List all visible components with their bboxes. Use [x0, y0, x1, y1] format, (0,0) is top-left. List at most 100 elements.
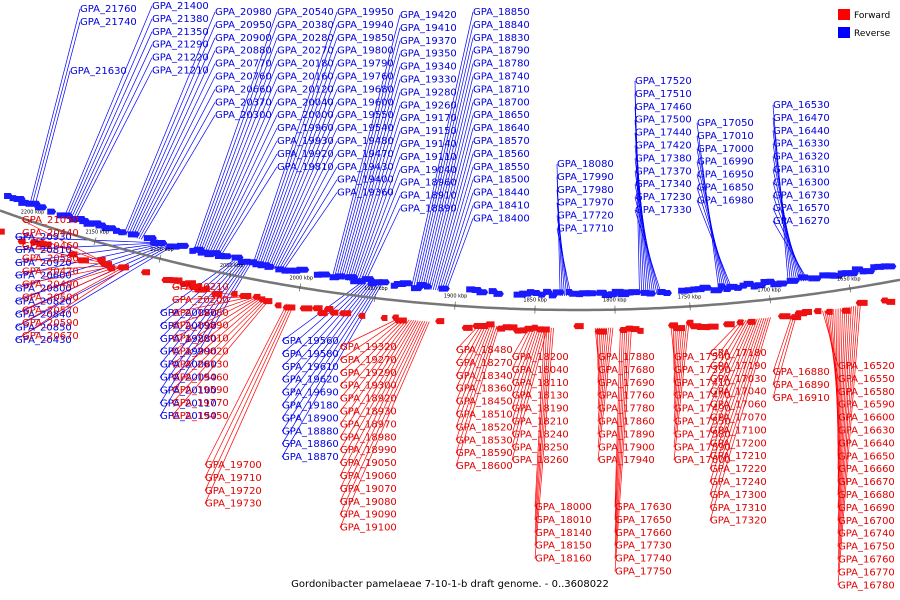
reverse-gene-label[interactable]: GPA_16850: [697, 183, 754, 194]
forward-gene-label[interactable]: GPA_20490: [22, 280, 79, 291]
reverse-gene-label[interactable]: GPA_18570: [473, 136, 530, 147]
forward-gene-label[interactable]: GPA_18510: [456, 410, 513, 421]
forward-gene-label[interactable]: GPA_19300: [340, 381, 397, 392]
forward-gene-label[interactable]: GPA_18010: [535, 515, 592, 526]
reverse-gene-label[interactable]: GPA_20950: [215, 20, 272, 31]
forward-gene-label[interactable]: GPA_17540: [674, 352, 731, 363]
forward-gene-label[interactable]: GPA_19770: [172, 398, 229, 409]
reverse-gene-label[interactable]: GPA_20760: [215, 72, 272, 83]
forward-gene-label[interactable]: GPA_17390: [674, 365, 731, 376]
forward-gene-label[interactable]: GPA_18340: [456, 371, 513, 382]
reverse-gene-label[interactable]: GPA_16950: [697, 170, 754, 181]
reverse-gene-label[interactable]: GPA_18830: [473, 33, 530, 44]
forward-gene-label[interactable]: GPA_19780: [172, 308, 229, 319]
reverse-gene-label[interactable]: GPA_18780: [473, 59, 530, 70]
forward-gene-label[interactable]: GPA_17410: [674, 378, 731, 389]
reverse-gene-label[interactable]: GPA_20000: [277, 110, 334, 121]
reverse-gene-label[interactable]: GPA_19350: [400, 49, 457, 60]
forward-gene-label[interactable]: GPA_16750: [838, 542, 895, 553]
forward-gene-label[interactable]: GPA_18970: [340, 419, 397, 430]
reverse-gene-label[interactable]: GPA_17330: [635, 205, 692, 216]
reverse-gene-label[interactable]: GPA_20920: [15, 258, 72, 269]
forward-gene-label[interactable]: GPA_19080: [340, 497, 397, 508]
reverse-gene-label[interactable]: GPA_19370: [400, 36, 457, 47]
reverse-gene-label[interactable]: GPA_18870: [282, 452, 339, 463]
reverse-gene-label[interactable]: GPA_18640: [473, 123, 530, 134]
reverse-gene-label[interactable]: GPA_16990: [697, 157, 754, 168]
reverse-gene-label[interactable]: GPA_20270: [277, 46, 334, 57]
reverse-gene-label[interactable]: GPA_19550: [337, 110, 394, 121]
forward-gene-label[interactable]: GPA_18210: [512, 417, 569, 428]
reverse-gene-label[interactable]: GPA_17370: [635, 166, 692, 177]
forward-gene-label[interactable]: GPA_18200: [512, 352, 569, 363]
reverse-gene-label[interactable]: GPA_20930: [15, 232, 72, 243]
reverse-gene-label[interactable]: GPA_20160: [277, 72, 334, 83]
reverse-gene-label[interactable]: GPA_19470: [337, 149, 394, 160]
reverse-gene-label[interactable]: GPA_16330: [773, 139, 830, 150]
reverse-gene-label[interactable]: GPA_21350: [152, 27, 209, 38]
reverse-gene-label[interactable]: GPA_19760: [337, 72, 394, 83]
forward-gene-label[interactable]: GPA_19590: [172, 385, 229, 396]
reverse-gene-label[interactable]: GPA_19280: [400, 87, 457, 98]
reverse-gene-label[interactable]: GPA_20850: [15, 322, 72, 333]
reverse-gene-label[interactable]: GPA_20660: [215, 84, 272, 95]
forward-gene-label[interactable]: GPA_17220: [710, 464, 767, 475]
reverse-gene-label[interactable]: GPA_20150: [160, 411, 217, 422]
forward-gene-label[interactable]: GPA_17650: [615, 515, 672, 526]
forward-gene-label[interactable]: GPA_18930: [340, 407, 397, 418]
reverse-gene-label[interactable]: GPA_19960: [277, 123, 334, 134]
reverse-gene-label[interactable]: GPA_17710: [557, 224, 614, 235]
reverse-gene-label[interactable]: GPA_20080: [160, 308, 217, 319]
forward-gene-label[interactable]: GPA_16770: [838, 567, 895, 578]
reverse-gene-label[interactable]: GPA_18840: [473, 20, 530, 31]
reverse-gene-label[interactable]: GPA_19610: [282, 362, 339, 373]
forward-gene-label[interactable]: GPA_17030: [710, 374, 767, 385]
forward-gene-label[interactable]: GPA_19700: [205, 460, 262, 471]
forward-gene-label[interactable]: GPA_18480: [456, 345, 513, 356]
reverse-gene-label[interactable]: GPA_19400: [337, 175, 394, 186]
reverse-gene-label[interactable]: GPA_19810: [277, 162, 334, 173]
forward-gene-label[interactable]: GPA_17320: [710, 516, 767, 527]
forward-gene-label[interactable]: GPA_17890: [598, 429, 655, 440]
reverse-gene-label[interactable]: GPA_18960: [400, 178, 457, 189]
forward-gene-label[interactable]: GPA_16890: [773, 380, 830, 391]
forward-gene-label[interactable]: GPA_16760: [838, 555, 895, 566]
reverse-gene-label[interactable]: GPA_19330: [400, 75, 457, 86]
reverse-gene-label[interactable]: GPA_20800: [15, 284, 72, 295]
forward-gene-label[interactable]: GPA_17300: [710, 490, 767, 501]
forward-gene-label[interactable]: GPA_16640: [838, 438, 895, 449]
reverse-gene-label[interactable]: GPA_18080: [557, 159, 614, 170]
reverse-gene-label[interactable]: GPA_19940: [337, 20, 394, 31]
reverse-gene-label[interactable]: GPA_16310: [773, 165, 830, 176]
reverse-gene-label[interactable]: GPA_20880: [215, 46, 272, 57]
forward-gene-label[interactable]: GPA_18450: [456, 397, 513, 408]
reverse-gene-label[interactable]: GPA_20430: [15, 335, 72, 346]
reverse-gene-label[interactable]: GPA_20050: [160, 373, 217, 384]
forward-gene-label[interactable]: GPA_19100: [340, 523, 397, 534]
reverse-gene-label[interactable]: GPA_17990: [557, 172, 614, 183]
forward-gene-label[interactable]: GPA_18040: [512, 365, 569, 376]
forward-gene-label[interactable]: GPA_17730: [615, 541, 672, 552]
reverse-gene-label[interactable]: GPA_17510: [635, 89, 692, 100]
forward-gene-label[interactable]: GPA_19290: [340, 368, 397, 379]
reverse-gene-label[interactable]: GPA_19880: [160, 334, 217, 345]
forward-gene-label[interactable]: GPA_16880: [773, 367, 830, 378]
reverse-gene-label[interactable]: GPA_20840: [15, 309, 72, 320]
forward-gene-label[interactable]: GPA_17940: [598, 455, 655, 466]
forward-gene-label[interactable]: GPA_17590: [674, 442, 731, 453]
forward-gene-label[interactable]: GPA_17880: [598, 352, 655, 363]
reverse-gene-label[interactable]: GPA_19930: [277, 136, 334, 147]
reverse-gene-label[interactable]: GPA_19690: [282, 388, 339, 399]
forward-gene-label[interactable]: GPA_20200: [172, 295, 229, 306]
forward-gene-label[interactable]: GPA_20570: [22, 305, 79, 316]
forward-gene-label[interactable]: GPA_20470: [22, 267, 79, 278]
forward-gene-label[interactable]: GPA_17210: [710, 451, 767, 462]
forward-gene-label[interactable]: GPA_20460: [22, 241, 79, 252]
reverse-gene-label[interactable]: GPA_20060: [160, 360, 217, 371]
reverse-gene-label[interactable]: GPA_19540: [337, 123, 394, 134]
forward-gene-label[interactable]: GPA_19090: [340, 510, 397, 521]
forward-gene-label[interactable]: GPA_18130: [512, 391, 569, 402]
reverse-gene-label[interactable]: GPA_18890: [400, 204, 457, 215]
reverse-gene-label[interactable]: GPA_19110: [400, 152, 457, 163]
reverse-gene-label[interactable]: GPA_17520: [635, 76, 692, 87]
